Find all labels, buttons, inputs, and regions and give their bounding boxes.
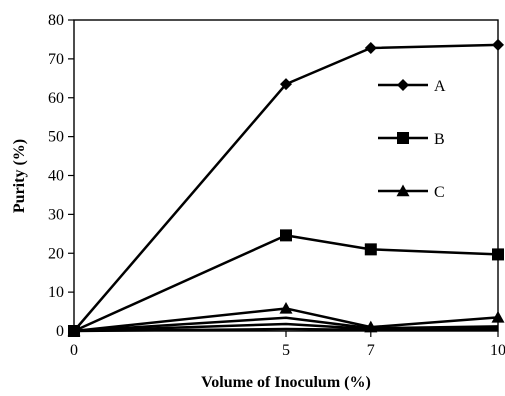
series-line-b (73, 234, 499, 333)
x-axis-title: Volume of Inoculum (%) (201, 374, 371, 391)
series-line-unlabeled-1 (73, 316, 499, 333)
data-point-b (280, 229, 292, 242)
data-point-a (280, 78, 292, 91)
data-point-b (492, 248, 504, 261)
y-axis-title: Purity (%) (11, 139, 28, 213)
y-tick-label: 10 (48, 284, 64, 301)
x-tick-label: 0 (70, 342, 78, 359)
legend-marker-c (396, 184, 410, 197)
series-line-unlabeled-3 (73, 327, 498, 333)
y-tick-label: 30 (48, 206, 64, 223)
data-point-b (364, 243, 377, 256)
data-point-c (364, 320, 378, 333)
y-tick-label: 70 (48, 51, 64, 68)
x-axis-ticks: 0 5 7 10 (70, 331, 505, 359)
legend: A B C (378, 78, 446, 201)
y-tick-label: 40 (48, 168, 64, 185)
y-tick-label: 0 (56, 323, 64, 340)
y-tick-label: 80 (48, 12, 64, 29)
series-line-c (73, 307, 499, 333)
x-tick-label: 7 (367, 342, 375, 359)
y-tick-label: 20 (48, 245, 64, 262)
data-point-c (279, 301, 293, 314)
legend-label-a: A (434, 78, 446, 95)
series-lines (73, 43, 499, 333)
x-tick-label: 5 (282, 342, 290, 359)
legend-label-b: B (434, 131, 445, 148)
data-point-a (364, 41, 377, 54)
x-tick-label: 10 (490, 342, 505, 359)
legend-marker-b (397, 132, 409, 144)
data-point-a (492, 38, 504, 51)
data-point-c (491, 310, 505, 323)
series-line-a (73, 43, 499, 332)
y-tick-label: 50 (48, 129, 64, 146)
y-tick-label: 60 (48, 90, 64, 107)
legend-marker-a (397, 79, 409, 91)
legend-label-c: C (434, 184, 445, 201)
data-point-c (67, 324, 81, 337)
plot-area-frame (73, 19, 499, 332)
y-axis-ticks: 0 10 20 30 40 50 60 70 80 (48, 12, 74, 340)
series-markers (67, 38, 505, 337)
